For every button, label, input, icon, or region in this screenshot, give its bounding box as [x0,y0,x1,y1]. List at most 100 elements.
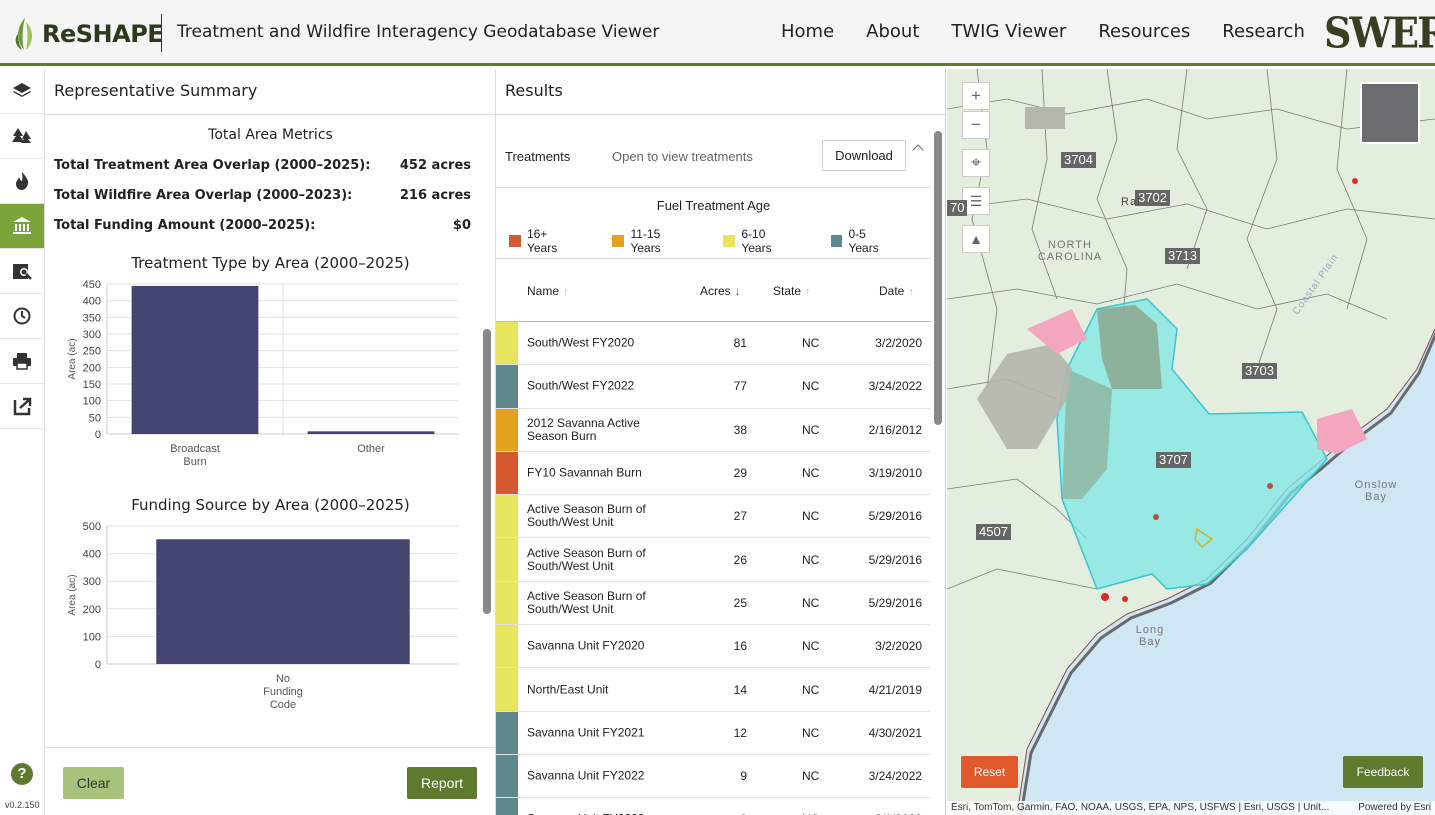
table-row[interactable]: FY10 Savannah Burn 29 NC 3/19/2010 [496,451,931,496]
row-name: Savanna Unit FY2020 [527,638,645,653]
nav-home[interactable]: Home [781,21,835,42]
sort-arrow-icon: ↑ [563,286,569,298]
treatments-header[interactable]: Treatments Open to view treatments Downl… [496,124,931,188]
basemap-toggle[interactable] [1360,82,1420,144]
layers-icon [13,83,31,97]
layers-button[interactable] [0,69,44,114]
metric-value: 452 acres [399,158,471,173]
x-tick-label: Broadcast [170,443,220,455]
legend-label: 11-15 Years [630,227,661,255]
row-state: NC [802,422,820,437]
table-row[interactable]: 2012 Savanna Active Season Burn 38 NC 2/16/… [496,408,931,452]
wildfire-button[interactable] [0,159,44,204]
summary-scrollbar[interactable] [483,329,491,614]
row-date: 3/1/2023 [875,812,922,815]
table-row[interactable]: Savanna Unit FY2023 9 NC 3/1/2023 [496,798,931,815]
row-date: 3/2/2020 [875,336,922,351]
table-row[interactable]: Active Season Burn of South/West Unit 27 N… [496,495,931,539]
row-acres: 29 [733,466,747,481]
fuel-age-legend: 16+ Years 11-15 Years 6-10 Years 0-5 Yea… [509,227,931,255]
funding-button[interactable] [0,204,44,249]
row-acres: 25 [733,595,747,610]
chart-title-funding-source: Funding Source by Area (2000–2025) [131,496,410,514]
reshape-logo[interactable]: ReSHAPE [12,14,164,54]
column-acres[interactable]: Acres ↓ [700,284,740,298]
y-axis-label: Area (ac) [67,338,78,379]
clear-button[interactable]: Clear [63,767,124,799]
results-table: South/West FY2020 81 NC 3/2/2020 South/West … [496,322,931,815]
sweri-logo[interactable]: SWERI [1324,7,1435,58]
export-button[interactable] [0,384,44,429]
table-row[interactable]: Active Season Burn of South/West Unit 26 N… [496,538,931,582]
nav-resources[interactable]: Resources [1098,21,1191,42]
row-name: Savanna Unit FY2021 [527,725,645,740]
table-row[interactable]: Savanna Unit FY2020 16 NC 3/2/2020 [496,625,931,669]
row-date: 3/24/2022 [868,769,922,784]
nav-about[interactable]: About [866,21,920,42]
print-button[interactable] [0,339,44,384]
age-color-bar [496,451,518,495]
row-state: NC [802,769,820,784]
map-search-button[interactable] [0,249,44,294]
metric-value: 216 acres [399,188,471,203]
locate-icon[interactable]: ⌖ [962,149,990,177]
region-label: 3704 [1061,152,1096,168]
row-acres: 38 [733,422,747,437]
help-icon[interactable]: ? [11,763,33,785]
summary-panel: Representative Summary Total Area Metric… [45,69,496,815]
zoom-out-button[interactable]: − [962,111,990,139]
row-state: NC [802,379,820,394]
legend-label: 6-10 Years [741,227,772,255]
nav-research[interactable]: Research [1222,21,1305,42]
map-view[interactable]: + − ⌖ ☰ ▲ 3704 3702 3713 3703 3707 4507 … [947,69,1435,815]
treatments-label: Treatments [505,149,571,164]
legend-swatch [830,235,843,247]
row-acres: 9 [740,812,747,815]
treatments-button[interactable] [0,114,44,159]
nav-twig-viewer[interactable]: TWIG Viewer [951,21,1067,42]
column-state-label: State [773,284,802,298]
treatment-type-chart: 0 50 100 150 200 250 300 350 400 450 BroadcastBurn… [67,279,459,468]
column-date[interactable]: Date ↑ [879,284,914,298]
row-state: NC [802,595,820,610]
feedback-button[interactable]: Feedback [1343,756,1423,788]
y-tick-label: 200 [83,362,101,374]
row-date: 3/2/2020 [875,639,922,654]
row-acres: 77 [733,379,747,394]
report-button[interactable]: Report [407,767,477,799]
results-scrollbar[interactable] [934,131,942,425]
reset-button[interactable]: Reset [961,756,1018,788]
metric-value: $0 [452,218,471,233]
column-state[interactable]: State ↑ [773,284,811,298]
table-row[interactable]: North/East Unit 14 NC 4/21/2019 [496,668,931,712]
history-button[interactable] [0,294,44,339]
chevron-up-icon[interactable] [912,144,924,156]
table-row[interactable]: South/West FY2022 77 NC 3/24/2022 [496,365,931,409]
map-canvas[interactable] [947,69,1435,815]
table-row[interactable]: South/West FY2020 81 NC 3/2/2020 [496,322,931,366]
legend-title: Fuel Treatment Age [656,198,771,213]
age-color-bar [496,408,518,451]
table-row[interactable]: Active Season Burn of South/West Unit 25 N… [496,581,931,626]
city-label: Ral [1121,196,1141,208]
region-label: 3713 [1165,248,1200,264]
trees-icon [12,128,31,143]
powered-by[interactable]: Powered by Esri [1358,802,1431,813]
row-name: Active Season Burn of South/West Unit [527,588,646,616]
table-row[interactable]: Savanna Unit FY2022 9 NC 3/24/2022 [496,754,931,799]
y-tick-label: 250 [83,346,101,358]
metric-label: Total Funding Amount (2000–2025): [54,218,316,233]
row-name: North/East Unit [527,682,609,697]
zoom-in-button[interactable]: + [962,82,990,110]
x-tick-label: Funding [263,686,303,698]
bar [131,286,259,434]
export-icon [13,397,32,416]
column-date-label: Date [879,284,905,298]
compass-icon[interactable]: ▲ [962,225,990,253]
column-name[interactable]: Name ↑ [527,284,569,298]
download-button[interactable]: Download [822,140,906,171]
results-panel: Results Treatments Open to view treatmen… [496,69,946,815]
legend-item: 6-10 Years [723,227,798,255]
table-row[interactable]: Savanna Unit FY2021 12 NC 4/30/2021 [496,711,931,755]
app-header: ReSHAPE Treatment and Wildfire Interagen… [0,0,1435,66]
